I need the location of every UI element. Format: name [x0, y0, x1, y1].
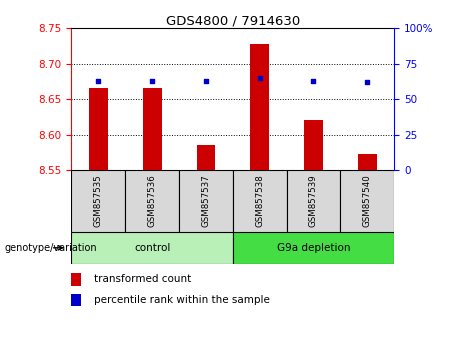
- Text: GSM857537: GSM857537: [201, 175, 210, 227]
- Bar: [250, 44, 269, 170]
- Text: transformed count: transformed count: [94, 274, 191, 284]
- Bar: [304, 120, 323, 170]
- Point: [95, 78, 102, 84]
- Bar: [71, 293, 81, 307]
- Point: [364, 79, 371, 85]
- Bar: [196, 145, 215, 170]
- Bar: [233, 170, 287, 232]
- Point: [256, 75, 263, 81]
- Point: [202, 78, 210, 84]
- Text: GSM857535: GSM857535: [94, 175, 103, 227]
- Bar: [125, 170, 179, 232]
- Text: G9a depletion: G9a depletion: [277, 243, 350, 253]
- Text: control: control: [134, 243, 170, 253]
- Text: percentile rank within the sample: percentile rank within the sample: [94, 295, 270, 305]
- Bar: [71, 170, 125, 232]
- Text: genotype/variation: genotype/variation: [5, 243, 97, 253]
- Bar: [233, 232, 394, 264]
- Bar: [71, 232, 233, 264]
- Text: GSM857536: GSM857536: [148, 175, 157, 227]
- Text: GSM857538: GSM857538: [255, 175, 264, 227]
- Bar: [143, 88, 161, 170]
- Point: [148, 78, 156, 84]
- Bar: [89, 88, 108, 170]
- Text: GSM857539: GSM857539: [309, 175, 318, 227]
- Bar: [71, 273, 81, 286]
- Title: GDS4800 / 7914630: GDS4800 / 7914630: [165, 14, 300, 27]
- Bar: [358, 154, 377, 170]
- Bar: [287, 170, 340, 232]
- Point: [310, 78, 317, 84]
- Bar: [179, 170, 233, 232]
- Bar: [340, 170, 394, 232]
- Text: GSM857540: GSM857540: [363, 175, 372, 227]
